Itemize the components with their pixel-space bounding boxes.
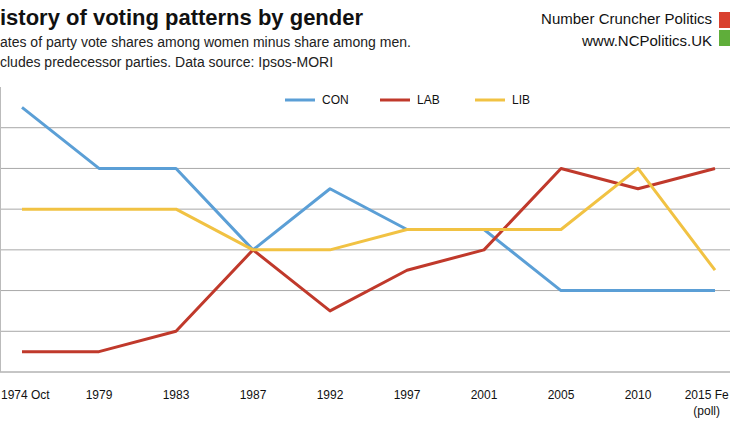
x-tick-label-line: 1992 [317,388,344,402]
logo [719,12,730,28]
legend-swatch [380,99,410,102]
x-tick-label-line: 1983 [163,388,190,402]
legend-swatch [475,99,505,102]
grid-line [0,331,730,332]
plot-area [22,107,715,351]
x-tick-label-line: 2015 Fe [685,388,729,402]
x-tick-label-line: 1997 [394,388,421,402]
x-tick-label-line: 2010 [625,388,652,402]
logo [719,30,730,46]
subtitle: cludes predecessor parties. Data source:… [0,54,333,70]
x-tick-label-line: (poll) [693,404,720,418]
subtitle: ates of party vote shares among women mi… [0,34,411,50]
x-tick-label: 1974 Oct [1,388,50,402]
x-tick-label: 2010 [625,388,652,402]
legend-label: LIB [512,93,530,107]
x-tick-label-line: 1987 [240,388,267,402]
x-tick-label: 1987 [240,388,267,402]
series-line [22,168,715,351]
grid-line [0,249,730,250]
legend-label: CON [322,93,349,107]
x-tick-label: 1997 [394,388,421,402]
grid-line [0,127,730,128]
x-tick-label: 2005 [548,388,575,402]
y-axis [0,87,1,372]
x-tick-label-line: 1979 [86,388,113,402]
annotation: Number Cruncher Politics [541,10,712,27]
x-tick-label: 1992 [317,388,344,402]
x-tick-label-line: 2001 [471,388,498,402]
x-tick-label-line: 2005 [548,388,575,402]
x-tick-label: 2015 Fe (poll) [685,388,729,418]
title: istory of voting patterns by gender [0,5,363,30]
annotation: www.NCPolitics.UK [581,32,712,49]
legend-swatch [285,99,315,102]
x-tick-label-line: 1974 Oct [1,388,50,402]
legend-label: LAB [417,93,440,107]
x-tick-label: 1979 [86,388,113,402]
series-line [22,168,715,270]
x-axis [0,372,730,373]
x-tick-label: 1983 [163,388,190,402]
series-line [22,107,715,290]
x-tick-label: 2001 [471,388,498,402]
chart: istory of voting patterns by gender ates … [0,0,730,430]
